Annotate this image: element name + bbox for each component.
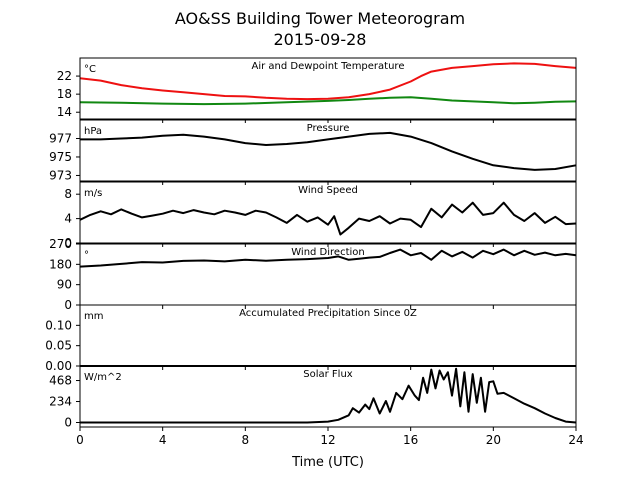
- y-tick-label: 0: [64, 298, 72, 312]
- y-tick-label: 0.00: [45, 359, 72, 373]
- panel-1-series-line-2: [79, 96, 577, 106]
- panel-1: Air and Dewpoint Temperature °C 14 18 22: [57, 57, 577, 123]
- y-tick-label: 0.10: [45, 318, 72, 332]
- panel-unit-label: mm: [84, 311, 103, 322]
- panel-2: Pressure hPa 973 975 977: [49, 119, 577, 185]
- panel-unit-label: °C: [84, 64, 96, 75]
- y-tick-label: 234: [49, 395, 72, 409]
- panel-title: Wind Direction: [291, 247, 365, 258]
- figure-title-line2: 2015-09-28: [274, 30, 367, 49]
- panel-2-series-line-1: [80, 131, 577, 171]
- panel-title: Solar Flux: [303, 369, 353, 380]
- x-tick-label: 4: [159, 433, 167, 447]
- panel-1-series-line-1: [79, 62, 577, 101]
- y-tick-label: 8: [64, 187, 72, 201]
- y-tick-label: 975: [49, 150, 72, 164]
- y-tick-label: 977: [49, 131, 72, 145]
- panel-title: Pressure: [307, 123, 350, 134]
- x-tick-label: 8: [242, 433, 250, 447]
- panel-unit-label: W/m^2: [84, 372, 122, 383]
- panel-4: Wind Direction ° 0 90 180 270: [49, 237, 577, 312]
- x-axis-label: Time (UTC): [291, 455, 364, 470]
- y-tick-label: 90: [57, 278, 72, 292]
- panel-3-series-line-1: [79, 201, 577, 236]
- panel-unit-label: °: [84, 250, 89, 261]
- y-tick-label: 22: [57, 69, 72, 83]
- panel-5: Accumulated Precipitation Since 0Z mm 0.00…: [45, 304, 577, 373]
- panel-6-series-line-1: [80, 367, 577, 424]
- panels-group: Air and Dewpoint Temperature °C 14 18 22 Pres…: [45, 57, 584, 447]
- y-tick-label: 0.05: [45, 339, 72, 353]
- panel-4-series-line-1: [79, 248, 577, 268]
- x-tick-label: 0: [76, 433, 84, 447]
- x-tick-label: 24: [568, 433, 583, 447]
- y-tick-label: 973: [49, 168, 72, 182]
- y-tick-label: 0: [64, 416, 72, 430]
- x-tick-label: 16: [403, 433, 418, 447]
- panel-title: Accumulated Precipitation Since 0Z: [239, 308, 417, 319]
- panel-title: Wind Speed: [298, 185, 358, 196]
- panel-6: Solar Flux W/m^2 0 234 468: [49, 365, 577, 431]
- panel-3: Wind Speed m/s 0 4 8: [64, 181, 577, 250]
- panel-unit-label: hPa: [84, 126, 102, 137]
- panel-unit-label: m/s: [84, 188, 102, 199]
- x-tick-label: 12: [320, 433, 335, 447]
- y-tick-label: 270: [49, 237, 72, 251]
- y-tick-label: 4: [64, 212, 72, 226]
- y-tick-label: 18: [57, 87, 72, 101]
- figure-title-line1: AO&SS Building Tower Meteorogram: [175, 9, 465, 28]
- y-tick-label: 14: [57, 105, 72, 119]
- y-tick-label: 180: [49, 257, 72, 271]
- y-tick-label: 0: [64, 236, 72, 250]
- x-tick-label: 20: [486, 433, 501, 447]
- y-tick-label: 468: [49, 374, 72, 388]
- panel-title: Air and Dewpoint Temperature: [252, 61, 405, 72]
